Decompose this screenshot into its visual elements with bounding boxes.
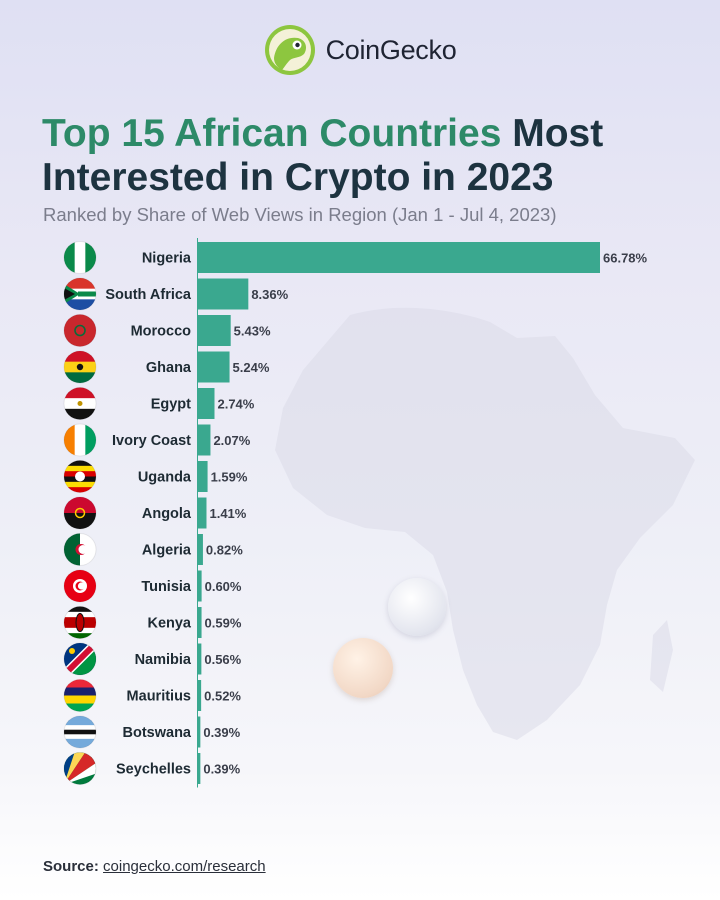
- chart-subtitle: Ranked by Share of Web Views in Region (…: [43, 204, 557, 225]
- chart-title: Top 15 African Countries Most Interested …: [42, 112, 702, 200]
- flag-south-africa-icon: [63, 277, 97, 311]
- bitcoin-coin-decoration: [333, 638, 393, 698]
- bar-row-uganda: Uganda 1.59%: [63, 460, 248, 493]
- bar-kenya: [198, 607, 202, 638]
- flag-uganda-icon: [63, 460, 97, 493]
- category-label-algeria: Algeria: [142, 543, 192, 559]
- bar-row-algeria: Algeria 0.82%: [63, 533, 243, 566]
- bar-mauritius: [198, 680, 202, 711]
- value-label-morocco: 5.43%: [234, 324, 271, 339]
- value-label-seychelles: 0.39%: [203, 762, 240, 777]
- category-label-egypt: Egypt: [151, 397, 191, 413]
- value-label-botswana: 0.39%: [203, 725, 240, 740]
- bar-row-south-africa: South Africa 8.36%: [63, 277, 289, 311]
- value-label-kenya: 0.59%: [205, 616, 242, 631]
- bar-algeria: [198, 534, 203, 565]
- bar-row-angola: Angola 1.41%: [63, 496, 247, 530]
- bar-uganda: [198, 461, 208, 492]
- gecko-logo-icon: [264, 25, 315, 75]
- bar-angola: [198, 497, 207, 529]
- category-label-south-africa: South Africa: [105, 287, 192, 303]
- title-part-1: Most: [501, 112, 604, 155]
- bar-seychelles: [198, 753, 201, 784]
- title-part-2: Interested in Crypto in 2023: [42, 156, 554, 199]
- flag-morocco-icon: [63, 314, 97, 347]
- bar-row-mauritius: Mauritius 0.52%: [63, 679, 241, 712]
- flag-angola-icon: [63, 496, 97, 530]
- bar-row-tunisia: Tunisia 0.60%: [63, 569, 242, 603]
- bar-egypt: [198, 388, 215, 419]
- bar-row-egypt: Egypt 2.74%: [63, 387, 255, 420]
- title-accent: Top 15 African Countries: [42, 112, 502, 155]
- brand-name: CoinGecko: [325, 34, 457, 65]
- bar-row-seychelles: Seychelles 0.39%: [63, 752, 241, 785]
- value-label-ivory-coast: 2.07%: [213, 433, 250, 448]
- flag-seychelles-icon: [63, 752, 97, 785]
- bar-row-nigeria: Nigeria 66.78%: [63, 241, 648, 274]
- value-label-namibia: 0.56%: [204, 652, 241, 667]
- category-label-tunisia: Tunisia: [141, 579, 192, 595]
- category-label-namibia: Namibia: [135, 652, 192, 668]
- flag-namibia-icon: [63, 642, 97, 676]
- value-label-ghana: 5.24%: [233, 360, 270, 375]
- bar-row-ivory-coast: Ivory Coast 2.07%: [63, 423, 251, 457]
- bar-row-botswana: Botswana 0.39%: [63, 715, 241, 749]
- category-label-ivory-coast: Ivory Coast: [112, 433, 191, 449]
- bar-namibia: [198, 643, 202, 675]
- value-label-egypt: 2.74%: [217, 397, 254, 412]
- bar-morocco: [198, 315, 231, 346]
- flag-kenya-icon: [63, 606, 97, 639]
- category-label-morocco: Morocco: [131, 324, 192, 340]
- source-link[interactable]: coingecko.com/research: [103, 858, 266, 875]
- ethereum-coin-decoration: [388, 578, 446, 636]
- value-label-algeria: 0.82%: [206, 543, 243, 558]
- flag-nigeria-icon: [63, 241, 97, 274]
- bar-row-kenya: Kenya 0.59%: [63, 606, 242, 639]
- flag-ivory-coast-icon: [63, 423, 97, 457]
- flag-botswana-icon: [63, 715, 97, 749]
- category-label-seychelles: Seychelles: [116, 762, 191, 778]
- flag-mauritius-icon: [63, 679, 97, 712]
- bar-row-morocco: Morocco 5.43%: [63, 314, 271, 347]
- category-label-uganda: Uganda: [138, 470, 192, 486]
- bar-row-ghana: Ghana 5.24%: [63, 350, 270, 384]
- category-label-ghana: Ghana: [146, 360, 192, 376]
- category-label-mauritius: Mauritius: [127, 689, 191, 705]
- value-label-south-africa: 8.36%: [251, 287, 288, 302]
- bar-ghana: [198, 351, 230, 383]
- bar-botswana: [198, 716, 201, 748]
- value-label-nigeria: 66.78%: [603, 251, 648, 266]
- category-label-kenya: Kenya: [147, 616, 191, 632]
- value-label-mauritius: 0.52%: [204, 689, 241, 704]
- category-label-botswana: Botswana: [123, 725, 192, 741]
- bar-chart: Nigeria 66.78% South Africa 8.36% Morocco 5.4…: [63, 238, 648, 788]
- category-label-angola: Angola: [142, 506, 192, 522]
- bar-nigeria: [198, 242, 600, 273]
- source-label: Source:: [43, 858, 99, 875]
- brand-header: CoinGecko: [0, 22, 720, 78]
- value-label-tunisia: 0.60%: [205, 579, 242, 594]
- flag-ghana-icon: [63, 350, 97, 384]
- bar-ivory-coast: [198, 424, 211, 456]
- flag-egypt-icon: [63, 387, 97, 420]
- category-label-nigeria: Nigeria: [142, 251, 192, 267]
- bar-south-africa: [198, 278, 249, 310]
- value-label-angola: 1.41%: [209, 506, 246, 521]
- flag-algeria-icon: [63, 533, 97, 566]
- bar-tunisia: [198, 570, 202, 602]
- flag-tunisia-icon: [63, 569, 97, 603]
- source-line: Source: coingecko.com/research: [43, 858, 266, 875]
- value-label-uganda: 1.59%: [211, 470, 248, 485]
- bar-row-namibia: Namibia 0.56%: [63, 642, 242, 676]
